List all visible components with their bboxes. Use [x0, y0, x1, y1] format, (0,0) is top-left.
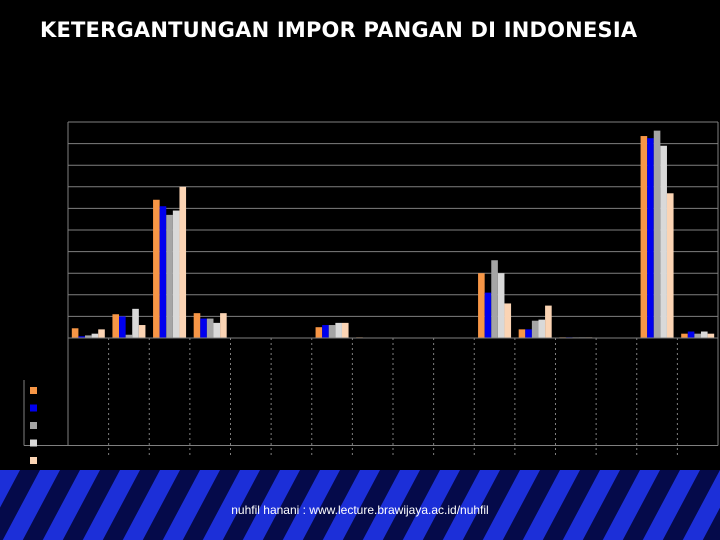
bar	[525, 329, 532, 338]
bar	[335, 322, 342, 338]
bar	[213, 322, 221, 338]
bar	[85, 335, 92, 338]
bar	[71, 328, 79, 338]
bar	[694, 333, 701, 338]
bar	[707, 333, 715, 338]
bar	[322, 325, 329, 338]
bar	[538, 319, 546, 338]
bar	[660, 145, 667, 338]
decorative-stripe-band	[0, 470, 720, 540]
bar	[545, 305, 552, 338]
bar	[681, 333, 688, 338]
legend-data-table	[23, 337, 719, 464]
bar	[153, 199, 160, 338]
bar	[666, 193, 674, 338]
bar	[328, 325, 336, 338]
bar	[315, 327, 323, 338]
bar	[98, 329, 105, 338]
legend-swatch	[30, 422, 37, 429]
bar	[138, 325, 146, 338]
bar	[193, 313, 201, 338]
bar	[125, 334, 133, 338]
legend-swatch	[30, 439, 37, 447]
bar	[119, 316, 126, 338]
bar	[687, 331, 695, 338]
footer-credit: nuhfil hanani : www.lecture.brawijaya.ac…	[231, 503, 489, 517]
bar	[497, 273, 505, 338]
bar	[518, 329, 526, 338]
bar	[220, 313, 227, 338]
bar	[159, 206, 167, 338]
legend-swatch	[30, 457, 37, 464]
slide-title: KETERGANTUNGAN IMPOR PANGAN DI INDONESIA	[40, 18, 638, 42]
bar-chart	[23, 121, 719, 464]
legend-swatch	[30, 404, 37, 412]
bar	[91, 333, 99, 338]
bar	[531, 320, 539, 338]
bar	[172, 210, 180, 338]
bar	[647, 138, 654, 338]
bar	[640, 136, 648, 338]
bar	[206, 318, 214, 338]
bar	[653, 130, 661, 338]
bar	[700, 331, 708, 338]
bar	[504, 303, 512, 338]
bar	[112, 314, 120, 338]
stripe-fill	[0, 470, 720, 540]
bar	[200, 318, 207, 338]
bar	[484, 292, 492, 338]
bar	[166, 214, 173, 338]
bar	[132, 308, 139, 338]
bar	[491, 260, 498, 338]
bar	[78, 336, 86, 338]
chart-bars	[71, 130, 715, 339]
bar	[478, 273, 485, 338]
legend-swatch	[30, 387, 37, 394]
bar	[179, 186, 187, 338]
bar	[341, 322, 349, 338]
